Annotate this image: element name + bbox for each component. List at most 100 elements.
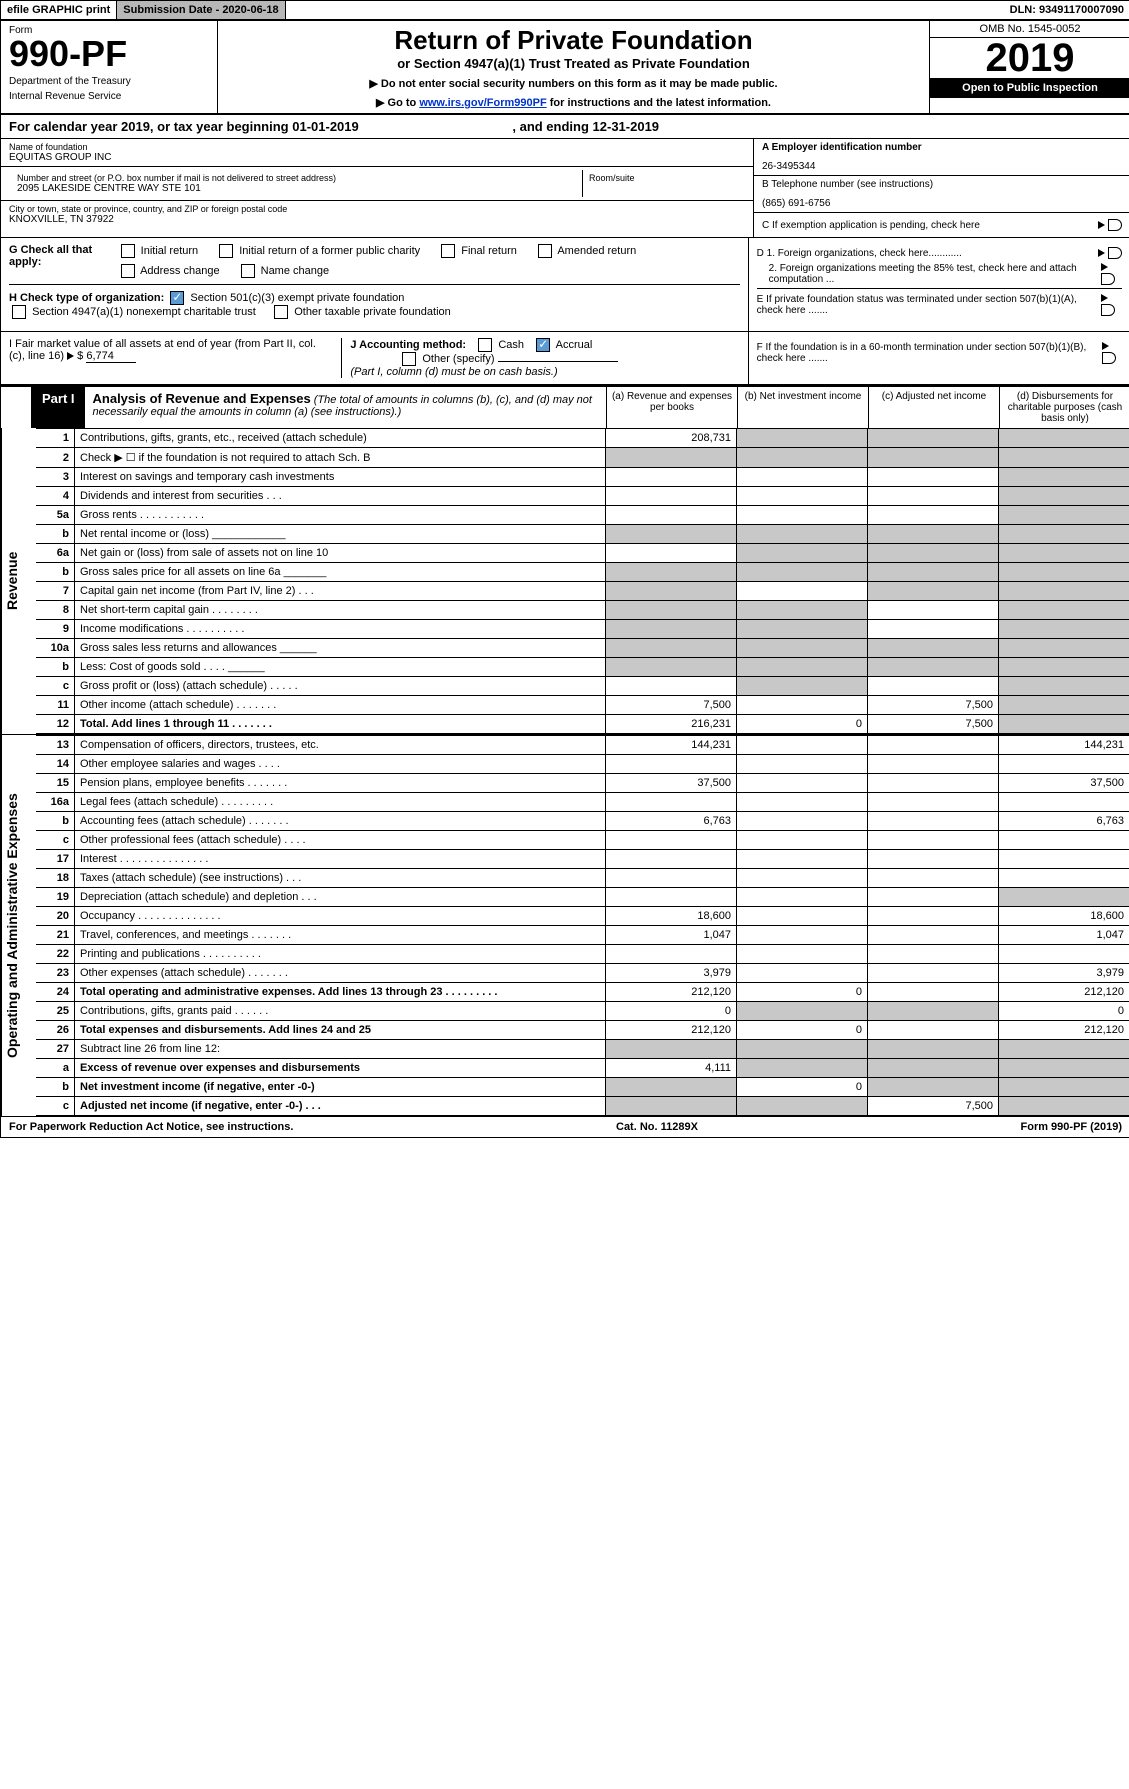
cash-checkbox[interactable]	[478, 338, 492, 352]
efile-label: efile GRAPHIC print	[1, 1, 117, 19]
city-label: City or town, state or province, country…	[9, 204, 745, 214]
info-left: Name of foundation EQUITAS GROUP INC Num…	[1, 139, 754, 237]
initial-checkbox[interactable]	[121, 244, 135, 258]
row-13: 13Compensation of officers, directors, t…	[36, 736, 1129, 755]
row-6a: 6aNet gain or (loss) from sale of assets…	[36, 544, 1129, 563]
phone-value: (865) 691-6756	[762, 198, 1122, 209]
s4947-checkbox[interactable]	[12, 305, 26, 319]
cat-number: Cat. No. 11289X	[616, 1121, 698, 1133]
form-number: 990-PF	[9, 36, 209, 72]
row-14: 14Other employee salaries and wages . . …	[36, 755, 1129, 774]
arrow-icon	[1098, 249, 1105, 257]
expenses-section: Operating and Administrative Expenses 13…	[1, 734, 1129, 1116]
row-22: 22Printing and publications . . . . . . …	[36, 945, 1129, 964]
dept-irs: Internal Revenue Service	[9, 91, 209, 102]
col-b-header: (b) Net investment income	[737, 387, 868, 428]
e-line: E If private foundation status was termi…	[757, 288, 1122, 316]
cash-label: Cash	[498, 339, 524, 351]
calyear-text-b: , and ending	[512, 119, 592, 134]
arrow-icon	[1102, 342, 1109, 350]
arrow-icon	[67, 352, 74, 360]
row-10b: bLess: Cost of goods sold . . . . ______	[36, 658, 1129, 677]
row-25: 25Contributions, gifts, grants paid . . …	[36, 1002, 1129, 1021]
f-checkbox[interactable]	[1102, 352, 1116, 364]
d2-checkbox[interactable]	[1101, 273, 1115, 285]
g-checks: Initial return Initial return of a forme…	[118, 244, 740, 278]
g-d-row: G Check all that apply: Initial return I…	[1, 238, 1129, 332]
revenue-section: Revenue 1Contributions, gifts, grants, e…	[1, 428, 1129, 734]
row-15: 15Pension plans, employee benefits . . .…	[36, 774, 1129, 793]
row-21: 21Travel, conferences, and meetings . . …	[36, 926, 1129, 945]
f-label: F If the foundation is in a 60-month ter…	[757, 342, 1102, 364]
part1-header-row: Part I Analysis of Revenue and Expenses …	[1, 385, 1129, 428]
row-4: 4Dividends and interest from securities …	[36, 487, 1129, 506]
name-change-label: Name change	[261, 265, 330, 277]
ssn-warning: ▶ Do not enter social security numbers o…	[228, 77, 919, 90]
amended-checkbox[interactable]	[538, 244, 552, 258]
form-link[interactable]: www.irs.gov/Form990PF	[419, 97, 546, 109]
col-a-header: (a) Revenue and expenses per books	[606, 387, 737, 428]
d1-label: D 1. Foreign organizations, check here..…	[757, 248, 962, 259]
arrow-icon	[1098, 221, 1105, 229]
final-checkbox[interactable]	[441, 244, 455, 258]
row-16b: bAccounting fees (attach schedule) . . .…	[36, 812, 1129, 831]
accrual-checkbox[interactable]	[536, 338, 550, 352]
addr-label: Number and street (or P.O. box number if…	[17, 173, 574, 183]
form-footer: Form 990-PF (2019)	[1021, 1121, 1122, 1133]
dln-label: DLN: 93491170007090	[1004, 1, 1129, 19]
info-block: Name of foundation EQUITAS GROUP INC Num…	[1, 139, 1129, 238]
row-20: 20Occupancy . . . . . . . . . . . . . .1…	[36, 907, 1129, 926]
form-subtitle: or Section 4947(a)(1) Trust Treated as P…	[228, 56, 919, 71]
row-16c: cOther professional fees (attach schedul…	[36, 831, 1129, 850]
submission-date: Submission Date - 2020-06-18	[117, 1, 285, 19]
expenses-table: 13Compensation of officers, directors, t…	[36, 735, 1129, 1116]
initial-former-checkbox[interactable]	[219, 244, 233, 258]
f-line: F If the foundation is in a 60-month ter…	[757, 341, 1122, 364]
top-bar: efile GRAPHIC print Submission Date - 20…	[1, 1, 1129, 21]
c-checkbox[interactable]	[1108, 219, 1122, 231]
row-24: 24Total operating and administrative exp…	[36, 983, 1129, 1002]
address: 2095 LAKESIDE CENTRE WAY STE 101	[17, 183, 574, 194]
exemption-cell: C If exemption application is pending, c…	[754, 216, 1129, 234]
header-center: Return of Private Foundation or Section …	[218, 21, 929, 113]
i-j-section: I Fair market value of all assets at end…	[1, 332, 749, 384]
calyear-text-a: For calendar year 2019, or tax year begi…	[9, 119, 292, 134]
d2-label: 2. Foreign organizations meeting the 85%…	[757, 263, 1101, 285]
c3-checkbox[interactable]	[170, 291, 184, 305]
opex-vertical-label: Operating and Administrative Expenses	[1, 735, 36, 1116]
form-title: Return of Private Foundation	[228, 25, 919, 56]
dollar-sign: $	[77, 350, 83, 362]
room-label: Room/suite	[582, 170, 745, 197]
d-section: D 1. Foreign organizations, check here..…	[749, 238, 1129, 331]
final-label: Final return	[461, 245, 517, 257]
arrow-icon	[1101, 294, 1108, 302]
amended-label: Amended return	[557, 245, 636, 257]
arrow-icon	[1101, 263, 1108, 271]
g-label: G Check all that apply:	[9, 244, 108, 268]
addr-change-checkbox[interactable]	[121, 264, 135, 278]
i-j-f-row: I Fair market value of all assets at end…	[1, 332, 1129, 385]
other-tax-checkbox[interactable]	[274, 305, 288, 319]
row-12: 12Total. Add lines 1 through 11 . . . . …	[36, 715, 1129, 734]
name-change-checkbox[interactable]	[241, 264, 255, 278]
row-26: 26Total expenses and disbursements. Add …	[36, 1021, 1129, 1040]
row-19: 19Depreciation (attach schedule) and dep…	[36, 888, 1129, 907]
row-10c: cGross profit or (loss) (attach schedule…	[36, 677, 1129, 696]
spacer	[1, 387, 32, 428]
initial-former-label: Initial return of a former public charit…	[239, 245, 420, 257]
goto-prefix: ▶ Go to	[376, 97, 419, 109]
other-checkbox[interactable]	[402, 352, 416, 366]
row-7: 7Capital gain net income (from Part IV, …	[36, 582, 1129, 601]
row-9: 9Income modifications . . . . . . . . . …	[36, 620, 1129, 639]
col-c-header: (c) Adjusted net income	[868, 387, 999, 428]
h-section: H Check type of organization: Section 50…	[9, 284, 740, 325]
address-cell: Number and street (or P.O. box number if…	[1, 167, 753, 201]
footer: For Paperwork Reduction Act Notice, see …	[1, 1116, 1129, 1137]
part1-badge: Part I	[32, 387, 85, 428]
begin-date: 01-01-2019	[292, 119, 359, 134]
d1-checkbox[interactable]	[1108, 247, 1122, 259]
i-section: I Fair market value of all assets at end…	[9, 338, 342, 378]
g-section: G Check all that apply: Initial return I…	[1, 238, 749, 331]
d2-line: 2. Foreign organizations meeting the 85%…	[757, 262, 1122, 285]
e-checkbox[interactable]	[1101, 304, 1115, 316]
